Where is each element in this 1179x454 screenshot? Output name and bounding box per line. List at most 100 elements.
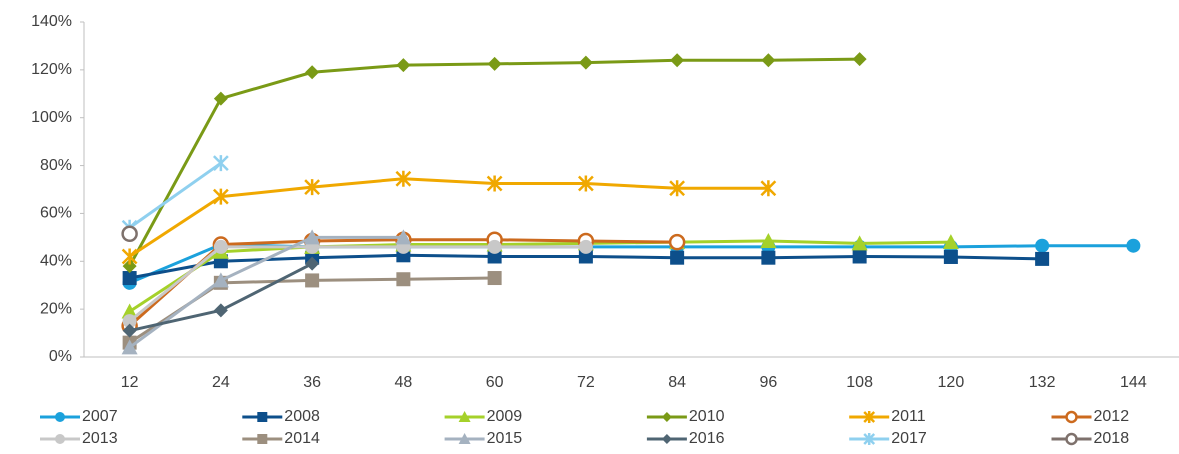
x-tick-label: 84 — [668, 374, 686, 391]
y-tick-label: 20% — [40, 300, 72, 317]
x-tick-label: 96 — [759, 374, 777, 391]
y-tick-label: 60% — [40, 205, 72, 222]
legend-label: 2016 — [689, 430, 725, 447]
legend-label: 2014 — [284, 430, 320, 447]
legend-item: 2011 — [849, 408, 926, 425]
marker — [213, 239, 228, 254]
marker — [578, 239, 593, 254]
marker — [1065, 410, 1078, 424]
marker — [486, 175, 503, 192]
legend-label: 2015 — [487, 430, 523, 447]
series — [121, 170, 777, 265]
series-line — [129, 243, 1134, 285]
marker — [121, 225, 138, 243]
marker — [669, 180, 686, 197]
x-tick-label: 144 — [1120, 374, 1147, 391]
marker — [487, 56, 502, 71]
series — [122, 52, 867, 274]
marker — [578, 249, 593, 264]
legend-label: 2017 — [891, 430, 927, 447]
series — [122, 256, 320, 338]
legend-label: 2013 — [82, 430, 118, 447]
series-line — [128, 276, 495, 344]
marker — [396, 58, 411, 73]
marker — [122, 314, 137, 329]
series — [122, 239, 593, 329]
marker — [1035, 251, 1050, 266]
marker — [487, 249, 502, 264]
marker — [942, 234, 959, 250]
marker — [122, 271, 137, 286]
legend-item: 2013 — [40, 430, 118, 447]
marker — [212, 272, 229, 288]
y-tick-label: 120% — [31, 61, 72, 78]
marker — [305, 256, 320, 271]
series — [121, 155, 229, 236]
legend-label: 2008 — [284, 408, 320, 425]
marker — [852, 52, 867, 67]
marker — [395, 170, 412, 187]
legend-label: 2018 — [1094, 430, 1130, 447]
marker — [943, 249, 958, 264]
legend-item: 2008 — [242, 408, 320, 425]
legend-item: 2010 — [646, 408, 725, 425]
marker — [761, 250, 776, 265]
marker — [458, 411, 471, 422]
marker — [761, 53, 776, 68]
marker — [670, 53, 685, 68]
marker — [1126, 238, 1141, 253]
marker — [760, 232, 777, 248]
marker — [1065, 432, 1078, 446]
series — [121, 229, 412, 355]
marker — [55, 412, 65, 422]
legend-item: 2016 — [646, 430, 725, 447]
marker — [1035, 238, 1050, 253]
legend-item: 2017 — [849, 430, 927, 447]
x-tick-label: 108 — [846, 374, 873, 391]
x-tick-label: 120 — [938, 374, 965, 391]
marker — [487, 239, 502, 254]
series-line — [128, 161, 222, 230]
marker — [257, 434, 268, 444]
y-tick-label: 80% — [40, 157, 72, 174]
legend-item: 2015 — [444, 430, 523, 447]
marker — [121, 248, 138, 265]
marker — [257, 412, 268, 422]
marker — [213, 303, 228, 318]
legend-label: 2010 — [689, 408, 725, 425]
marker — [852, 249, 867, 264]
x-tick-label: 24 — [212, 374, 230, 391]
legend-item: 2007 — [40, 408, 118, 425]
x-tick-label: 36 — [303, 374, 321, 391]
marker — [578, 55, 593, 70]
marker — [670, 250, 685, 265]
legend-label: 2009 — [487, 408, 523, 425]
y-tick-label: 140% — [31, 13, 72, 30]
marker — [305, 273, 320, 288]
legend-label: 2007 — [82, 408, 118, 425]
marker — [212, 155, 229, 172]
marker — [487, 271, 502, 286]
marker — [304, 179, 321, 196]
marker — [851, 235, 868, 251]
legend-label: 2011 — [891, 408, 926, 425]
marker — [863, 411, 876, 423]
marker — [122, 323, 137, 338]
series-line — [128, 235, 404, 349]
x-tick-label: 48 — [394, 374, 412, 391]
y-tick-label: 0% — [49, 348, 72, 365]
marker — [668, 233, 686, 251]
marker — [577, 175, 594, 192]
x-tick-label: 72 — [577, 374, 595, 391]
series — [121, 225, 138, 243]
marker — [863, 433, 876, 445]
x-tick-label: 132 — [1029, 374, 1056, 391]
marker — [121, 303, 138, 319]
series-line — [128, 245, 586, 323]
marker — [458, 433, 471, 444]
x-tick-label: 12 — [121, 374, 139, 391]
marker — [121, 339, 138, 355]
y-tick-label: 40% — [40, 253, 72, 270]
marker — [212, 188, 229, 205]
